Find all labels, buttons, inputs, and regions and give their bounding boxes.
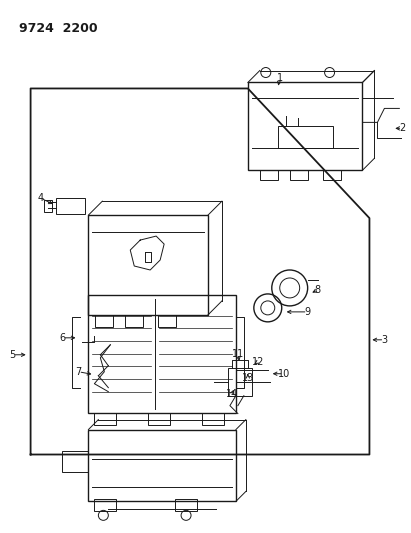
Bar bbox=[95, 499, 116, 511]
Text: 14: 14 bbox=[226, 389, 238, 399]
Bar bbox=[323, 170, 341, 180]
Text: 9: 9 bbox=[305, 307, 311, 317]
Bar bbox=[88, 215, 208, 315]
Bar bbox=[228, 368, 252, 395]
Text: 2: 2 bbox=[399, 123, 406, 133]
Text: 5: 5 bbox=[9, 350, 16, 360]
Text: 10: 10 bbox=[277, 369, 290, 379]
Text: 12: 12 bbox=[252, 357, 264, 367]
Bar bbox=[62, 450, 88, 472]
Bar bbox=[95, 315, 113, 327]
Text: 1: 1 bbox=[277, 74, 283, 84]
Bar bbox=[55, 198, 85, 214]
Bar bbox=[175, 499, 197, 511]
Bar bbox=[44, 200, 51, 212]
Bar bbox=[125, 315, 143, 327]
Text: 7: 7 bbox=[75, 367, 81, 377]
Bar bbox=[260, 170, 278, 180]
Bar bbox=[248, 83, 363, 170]
Bar bbox=[278, 126, 332, 148]
Bar bbox=[202, 413, 224, 425]
Text: 13: 13 bbox=[242, 373, 254, 383]
Text: 3: 3 bbox=[381, 335, 388, 345]
Text: 9724  2200: 9724 2200 bbox=[18, 22, 97, 35]
Bar bbox=[88, 430, 236, 502]
Text: 8: 8 bbox=[314, 285, 321, 295]
Text: 11: 11 bbox=[232, 349, 244, 359]
Bar bbox=[148, 413, 170, 425]
Bar bbox=[88, 295, 236, 413]
Bar bbox=[95, 413, 116, 425]
Bar bbox=[158, 315, 176, 327]
Text: 4: 4 bbox=[37, 193, 44, 203]
Text: 6: 6 bbox=[60, 333, 65, 343]
Bar bbox=[290, 170, 308, 180]
